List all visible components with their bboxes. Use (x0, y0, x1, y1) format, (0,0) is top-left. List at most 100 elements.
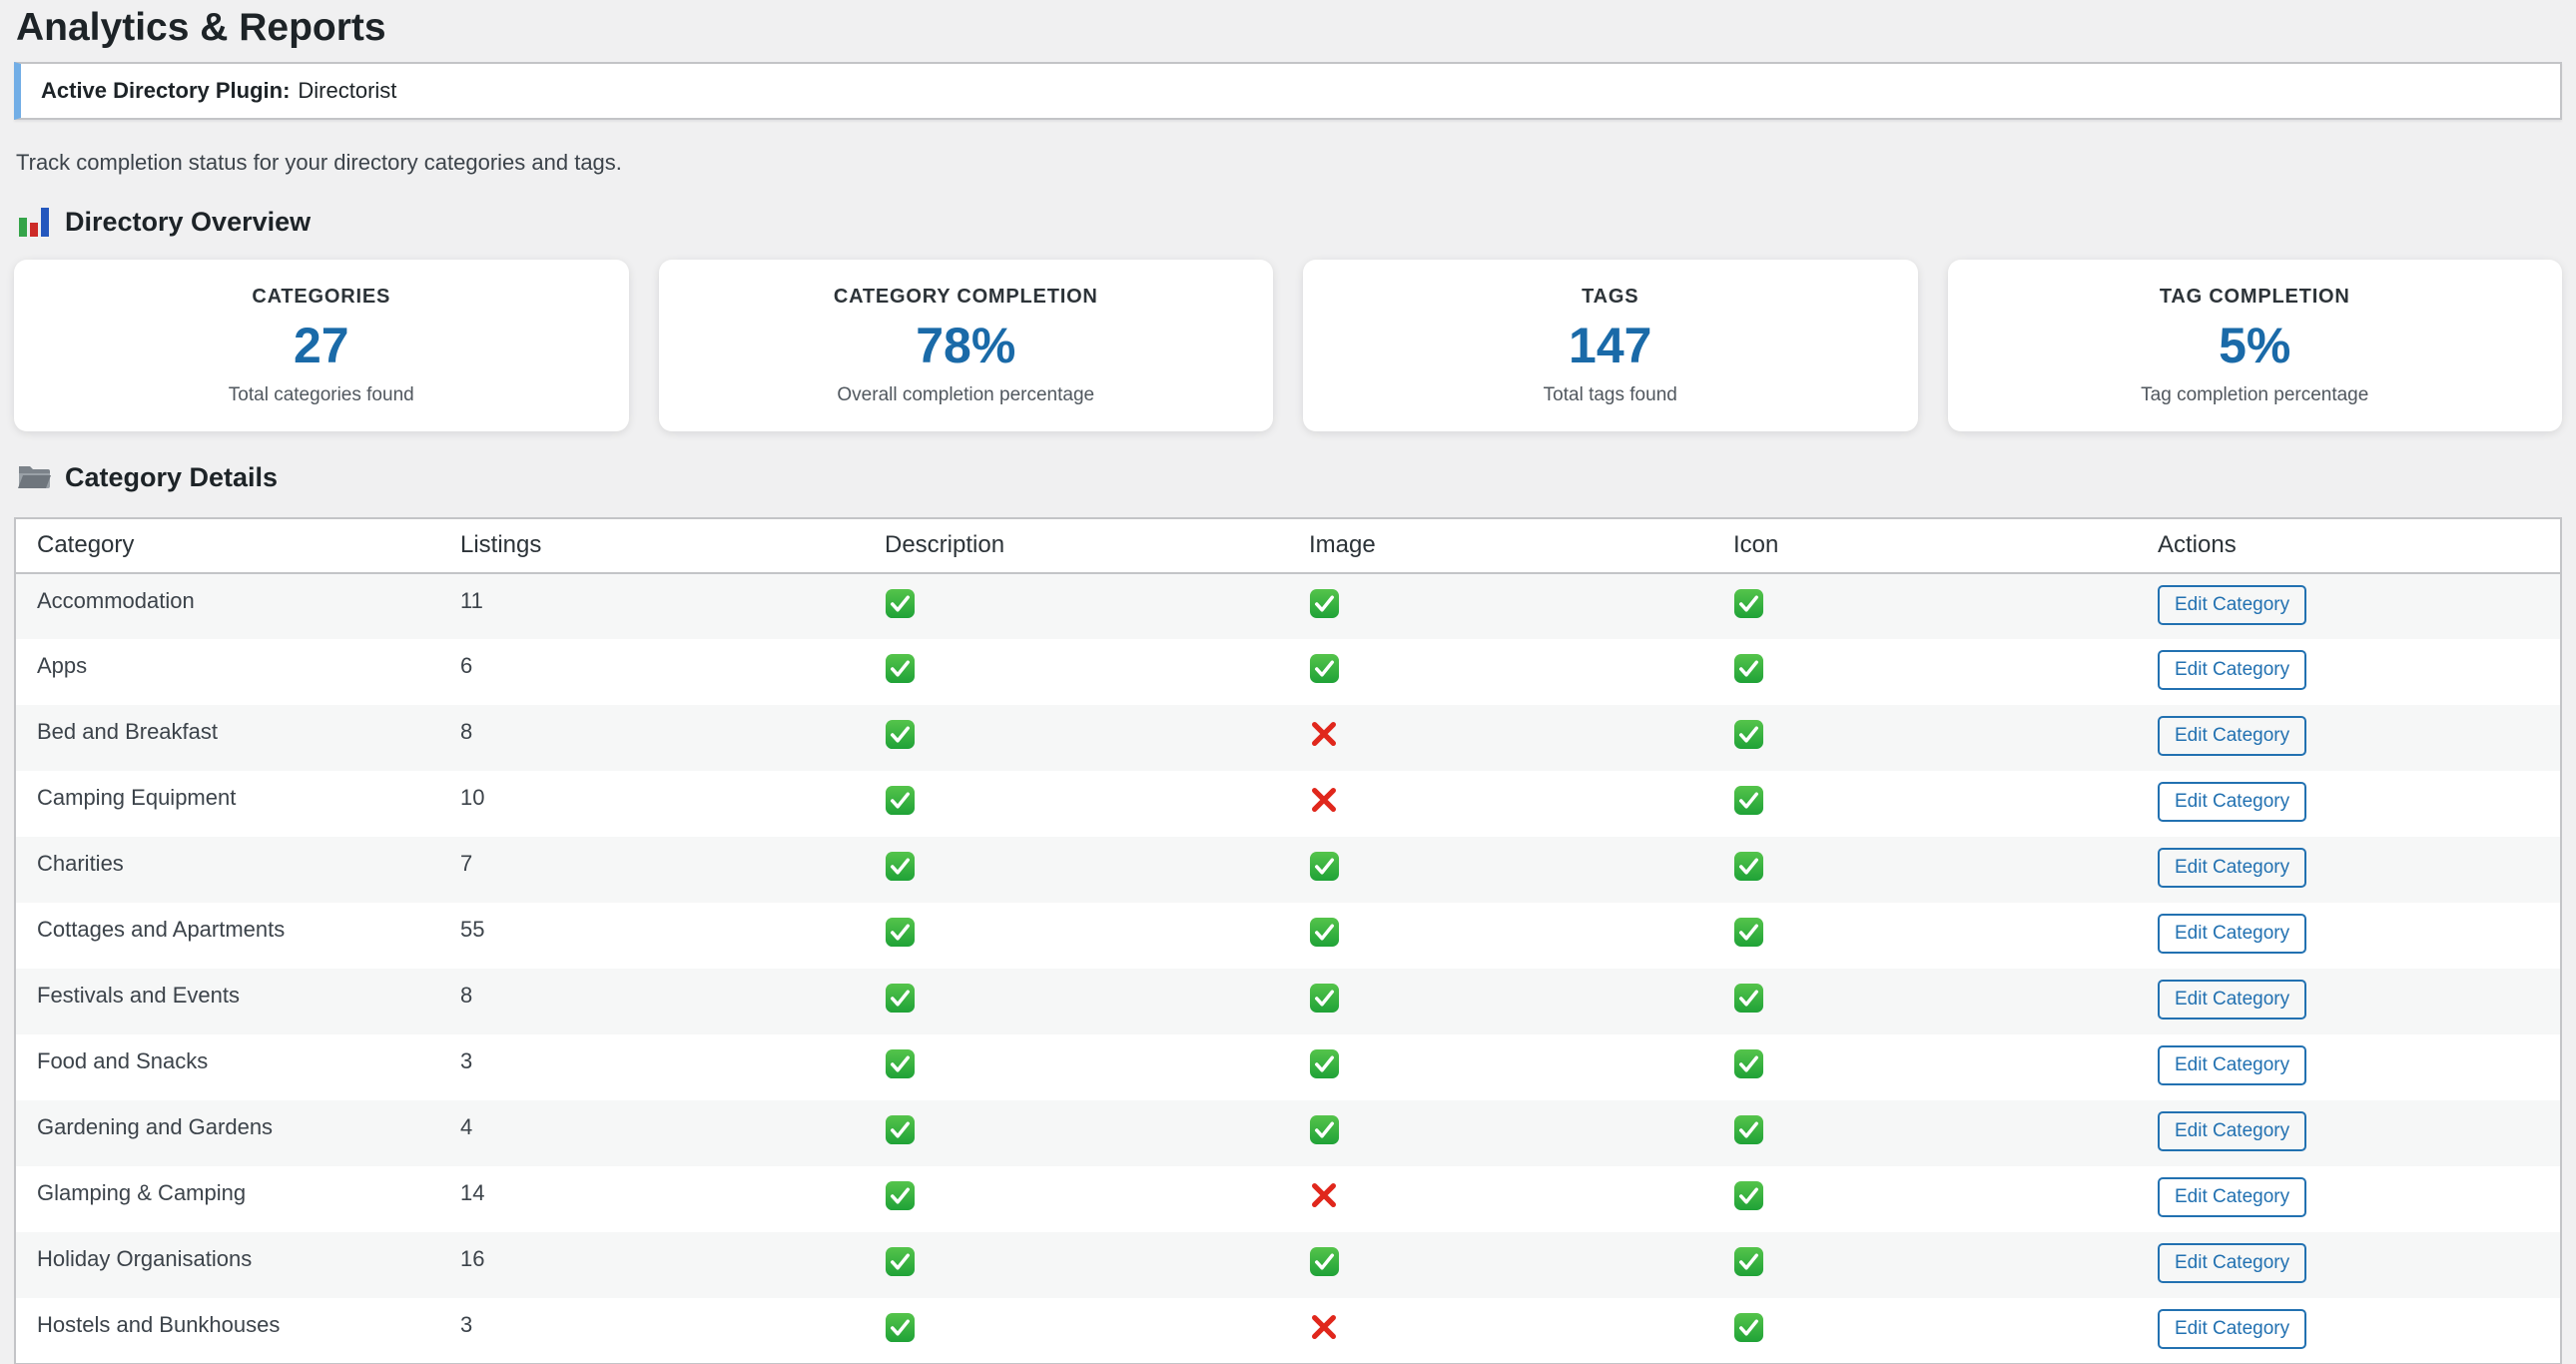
edit-category-button[interactable]: Edit Category (2158, 914, 2307, 954)
page-description: Track completion status for your directo… (16, 150, 622, 175)
stat-value: 5% (2219, 317, 2291, 373)
listings-count: 16 (460, 1246, 485, 1271)
description-status (864, 639, 1288, 705)
edit-category-button[interactable]: Edit Category (2158, 782, 2307, 822)
icon-status (1712, 969, 2137, 1034)
actions-cell: Edit Category (2137, 639, 2561, 705)
category-name: Cottages and Apartments (37, 917, 286, 942)
check-icon (885, 1312, 916, 1343)
listings-count: 55 (460, 917, 485, 942)
check-icon (885, 851, 916, 882)
listings-count: 10 (460, 785, 485, 810)
check-icon (1309, 983, 1340, 1014)
category-details-table: Category Listings Description Image Icon… (14, 517, 2562, 1364)
check-icon (1309, 917, 1340, 948)
category-name: Apps (37, 653, 88, 678)
icon-status (1712, 1232, 2137, 1298)
image-status (1288, 573, 1712, 639)
description-status (864, 573, 1288, 639)
section-title: Directory Overview (65, 207, 312, 237)
table-row: Hostels and Bunkhouses 3 Edit Category (15, 1298, 2561, 1364)
listings-count: 7 (460, 851, 473, 876)
listings-count: 3 (460, 1048, 473, 1073)
edit-category-button[interactable]: Edit Category (2158, 585, 2307, 625)
icon-status (1712, 573, 2137, 639)
category-name: Camping Equipment (37, 785, 237, 810)
description-status (864, 705, 1288, 771)
table-row: Holiday Organisations 16 Edit Category (15, 1232, 2561, 1298)
image-status (1288, 1034, 1712, 1100)
icon-status (1712, 639, 2137, 705)
page-title: Analytics & Reports (16, 6, 386, 49)
stat-card-tag-completion: TAG COMPLETION 5% Tag completion percent… (1947, 260, 2562, 431)
check-icon (1733, 588, 1764, 619)
check-icon (1309, 851, 1340, 882)
edit-category-button[interactable]: Edit Category (2158, 1177, 2307, 1217)
category-name: Festivals and Events (37, 983, 240, 1008)
check-icon (1309, 588, 1340, 619)
col-header-actions: Actions (2137, 518, 2561, 574)
section-title: Category Details (65, 462, 279, 492)
table-row: Festivals and Events 8 Edit Category (15, 969, 2561, 1034)
edit-category-button[interactable]: Edit Category (2158, 1111, 2307, 1151)
edit-category-button[interactable]: Edit Category (2158, 1045, 2307, 1085)
col-header-image: Image (1288, 518, 1712, 574)
check-icon (885, 917, 916, 948)
listings-count: 4 (460, 1114, 473, 1139)
stat-sublabel: Total categories found (228, 383, 414, 405)
table-row: Charities 7 Edit Category (15, 837, 2561, 903)
image-status (1288, 1298, 1712, 1364)
description-status (864, 969, 1288, 1034)
cross-icon (1309, 785, 1339, 815)
check-icon (1733, 851, 1764, 882)
actions-cell: Edit Category (2137, 969, 2561, 1034)
table-row: Glamping & Camping 14 Edit Category (15, 1166, 2561, 1232)
check-icon (1309, 1048, 1340, 1079)
stat-value: 27 (293, 317, 349, 373)
check-icon (885, 785, 916, 816)
edit-category-button[interactable]: Edit Category (2158, 980, 2307, 1020)
description-status (864, 771, 1288, 837)
image-status (1288, 837, 1712, 903)
stat-label: TAG COMPLETION (2159, 285, 2350, 308)
check-icon (1733, 785, 1764, 816)
check-icon (1733, 1312, 1764, 1343)
listings-count: 8 (460, 983, 473, 1008)
image-status (1288, 705, 1712, 771)
stat-cards: CATEGORIES 27 Total categories found CAT… (14, 260, 2562, 431)
check-icon (1733, 653, 1764, 684)
cross-icon (1309, 1312, 1339, 1342)
edit-category-button[interactable]: Edit Category (2158, 650, 2307, 690)
icon-status (1712, 1100, 2137, 1166)
icon-status (1712, 903, 2137, 969)
check-icon (885, 1048, 916, 1079)
listings-count: 6 (460, 653, 473, 678)
category-name: Bed and Breakfast (37, 719, 219, 744)
description-status (864, 1100, 1288, 1166)
check-icon (885, 1180, 916, 1211)
edit-category-button[interactable]: Edit Category (2158, 1309, 2307, 1349)
stat-sublabel: Overall completion percentage (837, 383, 1095, 405)
stat-sublabel: Total tags found (1543, 383, 1677, 405)
stat-label: CATEGORIES (252, 285, 391, 308)
description-status (864, 1166, 1288, 1232)
check-icon (885, 1246, 916, 1277)
category-name: Gardening and Gardens (37, 1114, 274, 1139)
edit-category-button[interactable]: Edit Category (2158, 716, 2307, 756)
category-name: Food and Snacks (37, 1048, 209, 1073)
notice-label: Active Directory Plugin: (41, 78, 291, 103)
edit-category-button[interactable]: Edit Category (2158, 848, 2307, 888)
check-icon (885, 653, 916, 684)
edit-category-button[interactable]: Edit Category (2158, 1243, 2307, 1283)
image-status (1288, 1166, 1712, 1232)
check-icon (1733, 719, 1764, 750)
icon-status (1712, 837, 2137, 903)
actions-cell: Edit Category (2137, 1100, 2561, 1166)
check-icon (1733, 1048, 1764, 1079)
category-name: Holiday Organisations (37, 1246, 253, 1271)
table-row: Gardening and Gardens 4 Edit Category (15, 1100, 2561, 1166)
category-name: Hostels and Bunkhouses (37, 1312, 281, 1337)
actions-cell: Edit Category (2137, 1034, 2561, 1100)
table-row: Accommodation 11 Edit Category (15, 573, 2561, 639)
bar-chart-icon (16, 204, 52, 240)
